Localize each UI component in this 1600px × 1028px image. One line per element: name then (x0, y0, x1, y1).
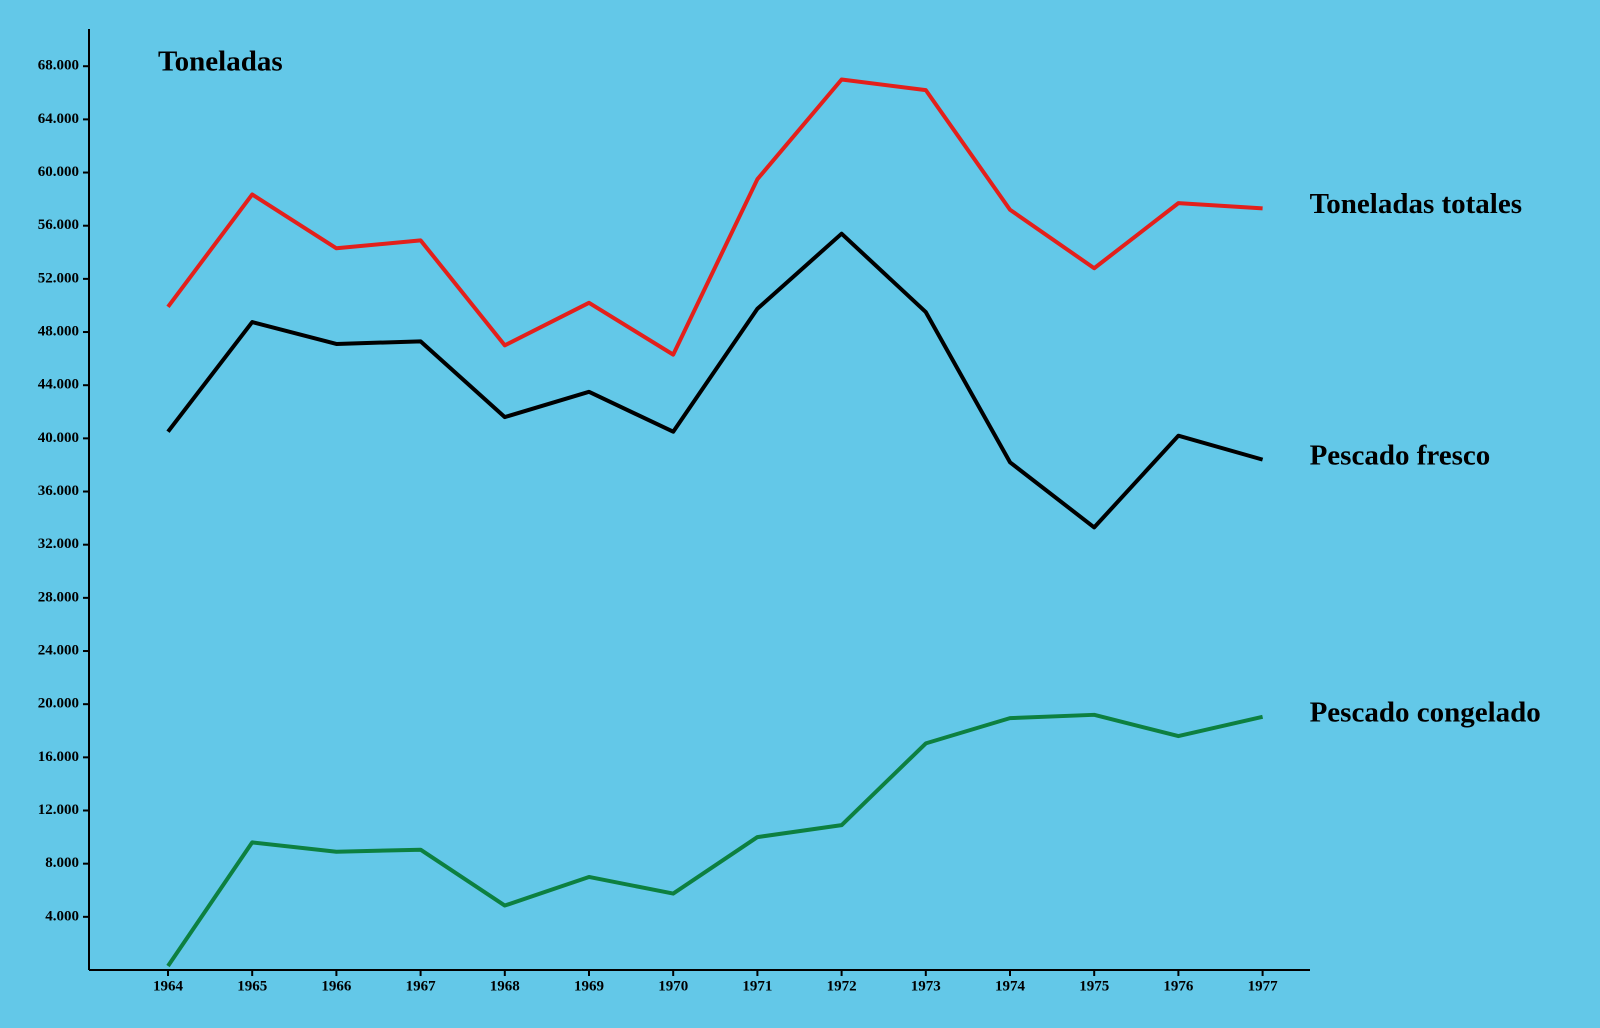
y-tick-label: 64.000 (38, 111, 79, 127)
x-tick-label: 1967 (406, 978, 437, 994)
x-tick-label: 1970 (658, 978, 688, 994)
x-tick-label: 1972 (827, 978, 857, 994)
x-tick-label: 1968 (490, 978, 520, 994)
y-tick-label: 48.000 (38, 323, 79, 339)
y-tick-label: 12.000 (38, 802, 79, 818)
series-line (166, 77, 1263, 357)
x-tick-label: 1976 (1163, 978, 1194, 994)
y-tick-label: 28.000 (38, 589, 79, 605)
x-tick-label: 1971 (742, 978, 772, 994)
x-tick-label: 1974 (995, 978, 1026, 994)
y-tick-label: 44.000 (38, 377, 79, 393)
y-tick-label: 16.000 (38, 749, 79, 765)
x-tick-label: 1966 (321, 978, 352, 994)
y-tick-label: 32.000 (38, 536, 79, 552)
x-tick-label: 1965 (237, 978, 267, 994)
series-label: Pescado congelado (1310, 696, 1541, 728)
y-tick-label: 40.000 (38, 430, 79, 446)
x-tick-label: 1973 (911, 978, 941, 994)
y-tick-label: 68.000 (38, 58, 79, 74)
series-label: Toneladas totales (1310, 188, 1522, 220)
x-tick-label: 1964 (153, 978, 184, 994)
y-tick-label: 24.000 (38, 642, 79, 658)
x-tick-label: 1977 (1248, 978, 1279, 994)
y-tick-label: 60.000 (38, 164, 79, 180)
y-axis-label: Toneladas (158, 46, 283, 78)
x-tick-label: 1975 (1079, 978, 1109, 994)
y-tick-label: 36.000 (38, 483, 79, 499)
x-tick-label: 1969 (574, 978, 604, 994)
y-tick-label: 52.000 (38, 270, 79, 286)
y-tick-label: 56.000 (38, 217, 79, 233)
y-tick-label: 4.000 (45, 908, 79, 924)
series-line (166, 712, 1264, 968)
series-line (166, 231, 1264, 530)
series-label: Pescado fresco (1310, 439, 1491, 471)
y-tick-label: 20.000 (38, 696, 79, 712)
y-tick-label: 8.000 (45, 855, 79, 871)
